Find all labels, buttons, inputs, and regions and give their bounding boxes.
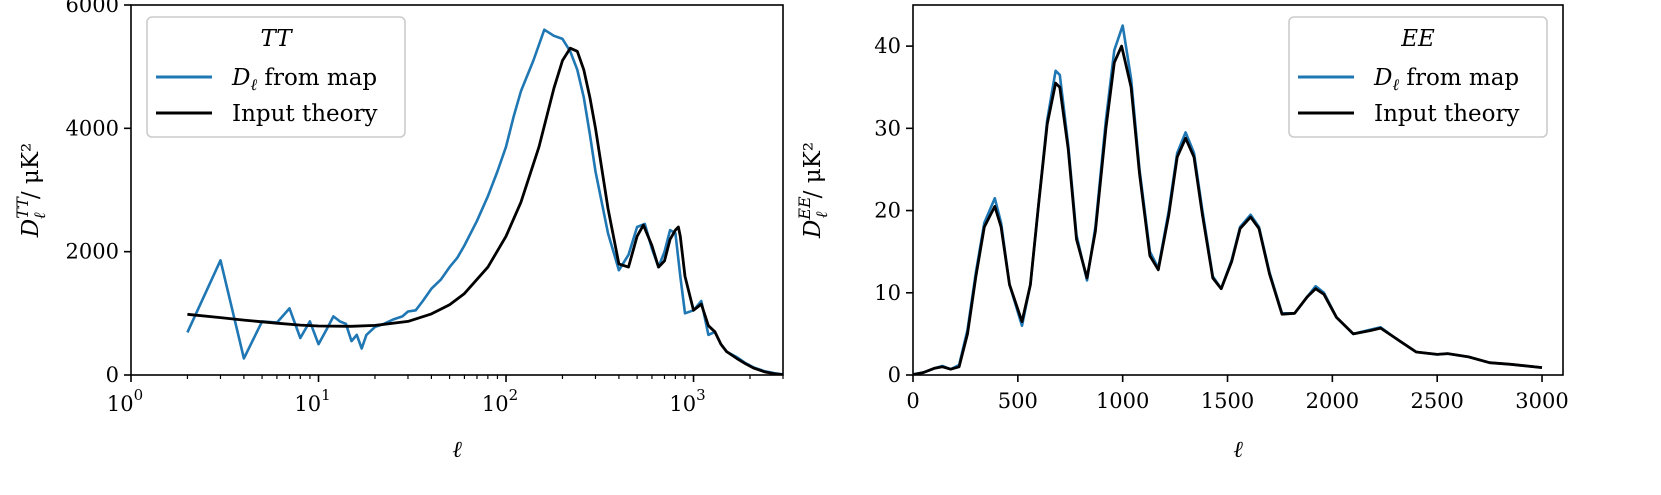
y-label-unit: / μK² [18,143,44,207]
series-theory-line [187,46,783,375]
legend-frame [1288,16,1548,138]
y-tick-label: 30 [874,116,901,140]
y-label-subscript: ℓ [30,212,49,219]
legend-label-text: Input theory [232,101,378,127]
y-tick-label: 0 [888,363,901,387]
x-tick-label: 1000 [1096,389,1149,413]
x-tick-exponent: 0 [134,386,144,404]
x-tick-label: 103 [669,386,705,416]
legend-map-label: Dℓ from map [231,65,377,94]
series-map-line [186,28,783,375]
legend-label-subscript: ℓ [1392,75,1399,94]
x-tick-label: 2000 [1306,389,1359,413]
y-label-superscript: EE [795,196,814,221]
y-tick-label: 40 [874,34,901,58]
y-label-unit: / μK² [800,142,826,206]
x-tick-base: 10 [107,392,134,416]
legend-title: EE [1400,26,1435,52]
legend-theory-label: Input theory [1374,101,1520,127]
y-tick-label: 0 [106,363,119,387]
x-tick-label: 102 [482,386,518,416]
legend-theory-label: Input theory [232,101,378,127]
x-axis-label: ℓ [1233,437,1243,463]
legend: EE Dℓ from map Input theory [1288,16,1548,138]
x-tick-base: 10 [669,392,696,416]
y-tick-label: 4000 [66,116,119,140]
x-tick-base: 10 [482,392,509,416]
x-tick-label: 2500 [1410,389,1463,413]
x-tick-base: 10 [294,392,321,416]
x-tick-label: 0 [906,389,919,413]
y-tick-label: 6000 [66,0,119,17]
y-axis-label: DEEℓ / μK² [795,142,831,239]
legend-title: TT [260,26,293,52]
legend-label-subscript: ℓ [250,75,257,94]
legend-map-label: Dℓ from map [1373,65,1519,94]
y-label-symbol: D [800,220,826,239]
x-tick-exponent: 2 [509,386,519,404]
x-tick-label: 3000 [1515,389,1568,413]
y-label-superscript: TT [13,196,32,219]
x-tick-label: 500 [998,389,1038,413]
legend-label-text: from map [257,65,377,91]
y-tick-label: 2000 [66,240,119,264]
y-tick-label: 10 [874,281,901,305]
series-theory-line [913,44,1543,375]
legend-label-symbol: D [231,65,250,91]
x-tick-exponent: 1 [321,386,331,404]
y-axis-label: DTTℓ / μK² [13,143,49,239]
legend-label-symbol: D [1373,65,1392,91]
x-tick-exponent: 3 [696,386,706,404]
y-label-subscript: ℓ [812,211,831,218]
legend-label-text: from map [1399,65,1519,91]
legend: TT Dℓ from map Input theory [146,16,406,138]
y-tick-label: 20 [874,199,901,223]
axes-frame [130,4,784,376]
legend-label-text: Input theory [1374,101,1520,127]
x-tick-label: 101 [294,386,330,416]
y-label-symbol: D [18,219,44,238]
x-tick-label: 1500 [1201,389,1254,413]
x-axis-label: ℓ [452,437,462,463]
legend-frame [146,16,406,138]
axes-frame [912,4,1564,376]
x-tick-label: 100 [107,386,143,416]
